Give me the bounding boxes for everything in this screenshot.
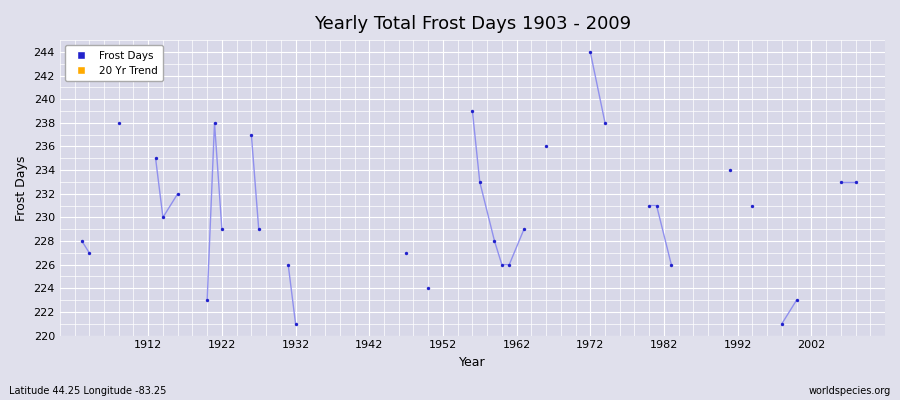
Point [244, 132, 258, 138]
Point [472, 179, 487, 185]
Point [207, 120, 221, 126]
Point [251, 226, 266, 232]
Point [849, 179, 863, 185]
Title: Yearly Total Frost Days 1903 - 2009: Yearly Total Frost Days 1903 - 2009 [314, 15, 631, 33]
Point [200, 297, 214, 303]
Point [583, 49, 598, 55]
Point [215, 226, 230, 232]
Point [112, 120, 126, 126]
Point [642, 202, 656, 209]
Point [539, 143, 554, 150]
Point [487, 238, 501, 244]
Point [288, 320, 302, 327]
Point [745, 202, 760, 209]
Point [156, 214, 170, 220]
Point [775, 320, 789, 327]
Point [664, 262, 679, 268]
X-axis label: Year: Year [459, 356, 486, 369]
Point [495, 262, 509, 268]
Point [421, 285, 436, 292]
Point [833, 179, 848, 185]
Point [82, 250, 96, 256]
Point [789, 297, 804, 303]
Point [650, 202, 664, 209]
Point [465, 108, 480, 114]
Point [170, 190, 184, 197]
Text: Latitude 44.25 Longitude -83.25: Latitude 44.25 Longitude -83.25 [9, 386, 166, 396]
Point [517, 226, 531, 232]
Point [148, 155, 163, 162]
Point [598, 120, 612, 126]
Point [399, 250, 413, 256]
Text: worldspecies.org: worldspecies.org [809, 386, 891, 396]
Point [502, 262, 517, 268]
Point [281, 262, 295, 268]
Legend: Frost Days, 20 Yr Trend: Frost Days, 20 Yr Trend [65, 45, 163, 81]
Point [723, 167, 737, 173]
Point [75, 238, 89, 244]
Y-axis label: Frost Days: Frost Days [15, 155, 28, 220]
